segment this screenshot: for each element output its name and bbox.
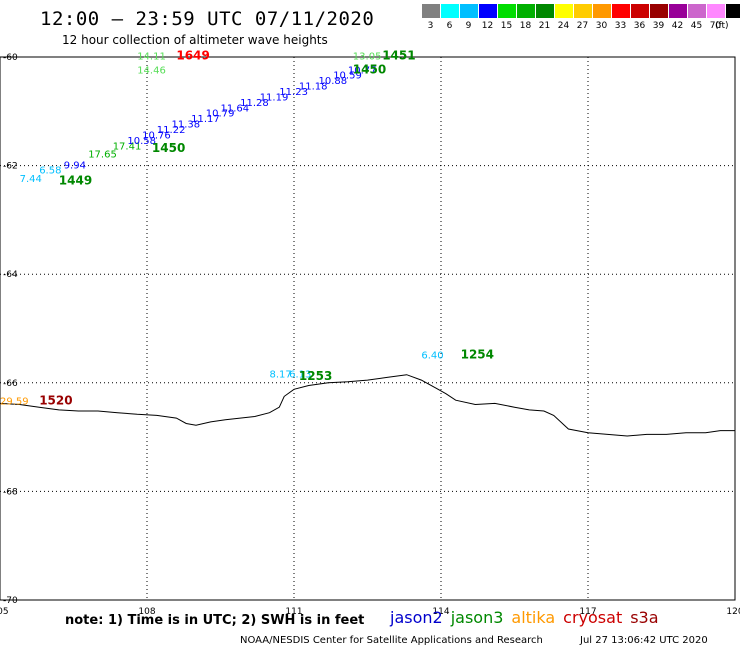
legend-label: 36	[633, 21, 646, 31]
wave-height-label: 11.64	[221, 103, 250, 114]
legend-label: 12	[481, 21, 494, 31]
lon-label: 120	[726, 607, 740, 617]
legend-swatch	[459, 4, 478, 18]
legend-swatch	[687, 4, 706, 18]
timestamp: Jul 27 13:06:42 UTC 2020	[580, 635, 708, 646]
time-label: 1254	[461, 347, 494, 361]
lat-label: -60	[3, 53, 18, 63]
wave-height-label: 11.22	[157, 125, 186, 136]
wave-height-label: 8.17	[270, 369, 292, 380]
wave-height-label: 6.40	[421, 350, 443, 361]
wave-height-label: 14.11	[137, 52, 166, 63]
legend-swatch	[706, 4, 725, 18]
legend-swatch	[421, 4, 440, 18]
page-title: 12:00 – 23:59 UTC 07/11/2020	[40, 8, 375, 30]
legend-label: 45	[690, 21, 703, 31]
time-label: 1451	[382, 49, 415, 63]
coastline	[0, 374, 735, 437]
legend-label: 39	[652, 21, 665, 31]
satellite-name: s3a	[630, 608, 659, 627]
legend-swatch	[478, 4, 497, 18]
page-subtitle: 12 hour collection of altimeter wave hei…	[62, 33, 328, 47]
lat-label: -64	[3, 270, 18, 280]
wave-height-label: 9.94	[64, 160, 86, 171]
wave-height-label: 17.41	[113, 141, 142, 152]
lat-label: -70	[3, 596, 18, 606]
wave-height-label: 13.05	[353, 52, 382, 63]
lat-label: -66	[3, 379, 18, 389]
color-legend	[421, 4, 740, 18]
legend-label: 6	[446, 21, 453, 31]
legend-label: 70	[709, 21, 722, 31]
legend-swatch	[535, 4, 554, 18]
legend-swatch	[554, 4, 573, 18]
legend-swatch	[649, 4, 668, 18]
wave-height-label: 29.59	[0, 397, 29, 408]
legend-swatch	[725, 4, 740, 18]
wave-height-label: 10.88	[319, 76, 348, 87]
legend-swatch	[592, 4, 611, 18]
footer-note: note: 1) Time is in UTC; 2) SWH is in fe…	[65, 613, 365, 628]
lon-label: 105	[0, 607, 9, 617]
legend-label: 24	[557, 21, 570, 31]
legend-swatch	[630, 4, 649, 18]
legend-swatch	[573, 4, 592, 18]
time-label: 1449	[59, 174, 92, 188]
wave-height-label: 10.77	[348, 65, 377, 76]
satellite-name: altika	[511, 608, 556, 627]
legend-label: 3	[427, 21, 434, 31]
lat-label: -68	[3, 487, 18, 497]
lon-label: 114	[432, 607, 449, 617]
legend-label: 21	[538, 21, 551, 31]
legend-swatch	[611, 4, 630, 18]
wave-height-label: 10.58	[127, 136, 156, 147]
map-frame	[0, 56, 736, 601]
wave-height-label: 17.65	[88, 149, 117, 160]
wave-height-label: 10.76	[142, 130, 171, 141]
wave-height-label: 6.13	[289, 369, 311, 380]
wave-height-label: 11.28	[240, 98, 269, 109]
wave-height-label: 7.44	[20, 174, 42, 185]
wave-height-label: 10.59	[333, 71, 362, 82]
wave-height-label: 11.38	[172, 120, 201, 131]
credit-text: NOAA/NESDIS Center for Satellite Applica…	[240, 635, 543, 646]
wave-height-label: 11.18	[299, 82, 328, 93]
legend-label: 33	[614, 21, 627, 31]
legend-label: 9	[465, 21, 472, 31]
time-label: 1450	[152, 141, 185, 155]
legend-label: 42	[671, 21, 684, 31]
wave-height-label: 6.58	[39, 166, 61, 177]
lon-label: 108	[138, 607, 155, 617]
legend-swatch	[440, 4, 459, 18]
satellite-legend: jason2 jason3 altika cryosat s3a	[390, 608, 659, 627]
lon-label: 111	[285, 607, 302, 617]
satellite-name: cryosat	[563, 608, 623, 627]
legend-swatch	[516, 4, 535, 18]
time-label: 1520	[39, 394, 72, 408]
legend-unit: (ft)	[715, 21, 729, 31]
wave-height-label: 14.46	[137, 65, 166, 76]
legend-label: 18	[519, 21, 532, 31]
legend-swatch	[497, 4, 516, 18]
legend-label: 15	[500, 21, 513, 31]
wave-height-label: 11.19	[260, 92, 289, 103]
lat-label: -62	[3, 162, 18, 172]
time-label: 1450	[353, 62, 386, 76]
wave-height-label: 11.23	[279, 87, 308, 98]
legend-swatch	[668, 4, 687, 18]
wave-height-label: 10.79	[206, 109, 235, 120]
satellite-name: jason3	[450, 608, 504, 627]
time-label: 1253	[299, 369, 332, 383]
lon-label: 117	[579, 607, 596, 617]
legend-label: 30	[595, 21, 608, 31]
legend-label: 27	[576, 21, 589, 31]
satellite-name: jason2	[390, 608, 443, 627]
legend-labels: 3 6 9 12 15 18 21 24 27 30 33 36 39 42 45 70	[421, 21, 725, 31]
time-label: 1649	[176, 49, 209, 63]
wave-height-label: 11.17	[191, 114, 220, 125]
